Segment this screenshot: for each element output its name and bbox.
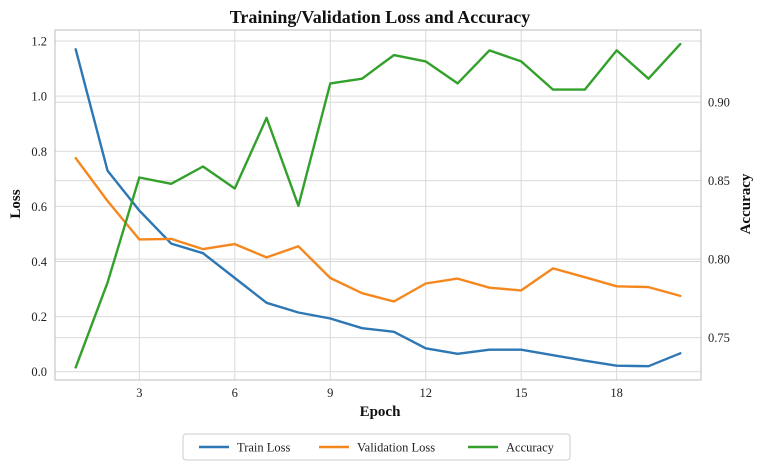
legend-label-train-loss: Train Loss: [237, 441, 291, 455]
x-tick-label: 18: [610, 386, 623, 400]
y-tick-label: 1.0: [31, 90, 47, 104]
legend-label-accuracy: Accuracy: [506, 441, 555, 455]
x-tick-label: 12: [419, 386, 432, 400]
y2-tick-label: 0.85: [708, 174, 730, 188]
y-axis-label: Loss: [8, 189, 24, 218]
x-tick-label: 15: [515, 386, 528, 400]
y2-tick-label: 0.90: [708, 96, 730, 110]
train-loss-line: [74, 48, 682, 368]
validation-loss-line: [74, 156, 682, 303]
series-layer: [74, 42, 682, 369]
grid-layer: [55, 30, 701, 380]
y2-axis-label: Accuracy: [738, 173, 754, 234]
x-axis-label: Epoch: [360, 404, 402, 420]
legend-box: [182, 433, 571, 461]
y-tick-labels: 0.0 0.2 0.4 0.6 0.8 1.0 1.2: [31, 35, 47, 380]
x-tick-label: 9: [327, 386, 333, 400]
y2-tick-labels: 0.75 0.80 0.85 0.90: [708, 96, 730, 345]
plot-frame: [54, 29, 702, 381]
chart-title: Training/Validation Loss and Accuracy: [230, 7, 531, 27]
legend: Train Loss Validation Loss Accuracy: [182, 433, 571, 461]
y-tick-label: 0.0: [31, 365, 47, 379]
legend-label-validation-loss: Validation Loss: [357, 441, 435, 455]
y2-tick-label: 0.75: [708, 331, 730, 345]
y-tick-label: 1.2: [31, 35, 47, 49]
y2-tick-label: 0.80: [708, 253, 730, 267]
y-tick-label: 0.4: [31, 255, 47, 269]
y-tick-label: 0.6: [31, 200, 47, 214]
y-tick-label: 0.8: [31, 145, 47, 159]
y-tick-label: 0.2: [31, 310, 47, 324]
x-tick-labels: 3 6 9 12 15 18: [136, 386, 623, 400]
x-tick-label: 3: [136, 386, 142, 400]
accuracy-line: [74, 42, 682, 369]
x-tick-label: 6: [232, 386, 238, 400]
